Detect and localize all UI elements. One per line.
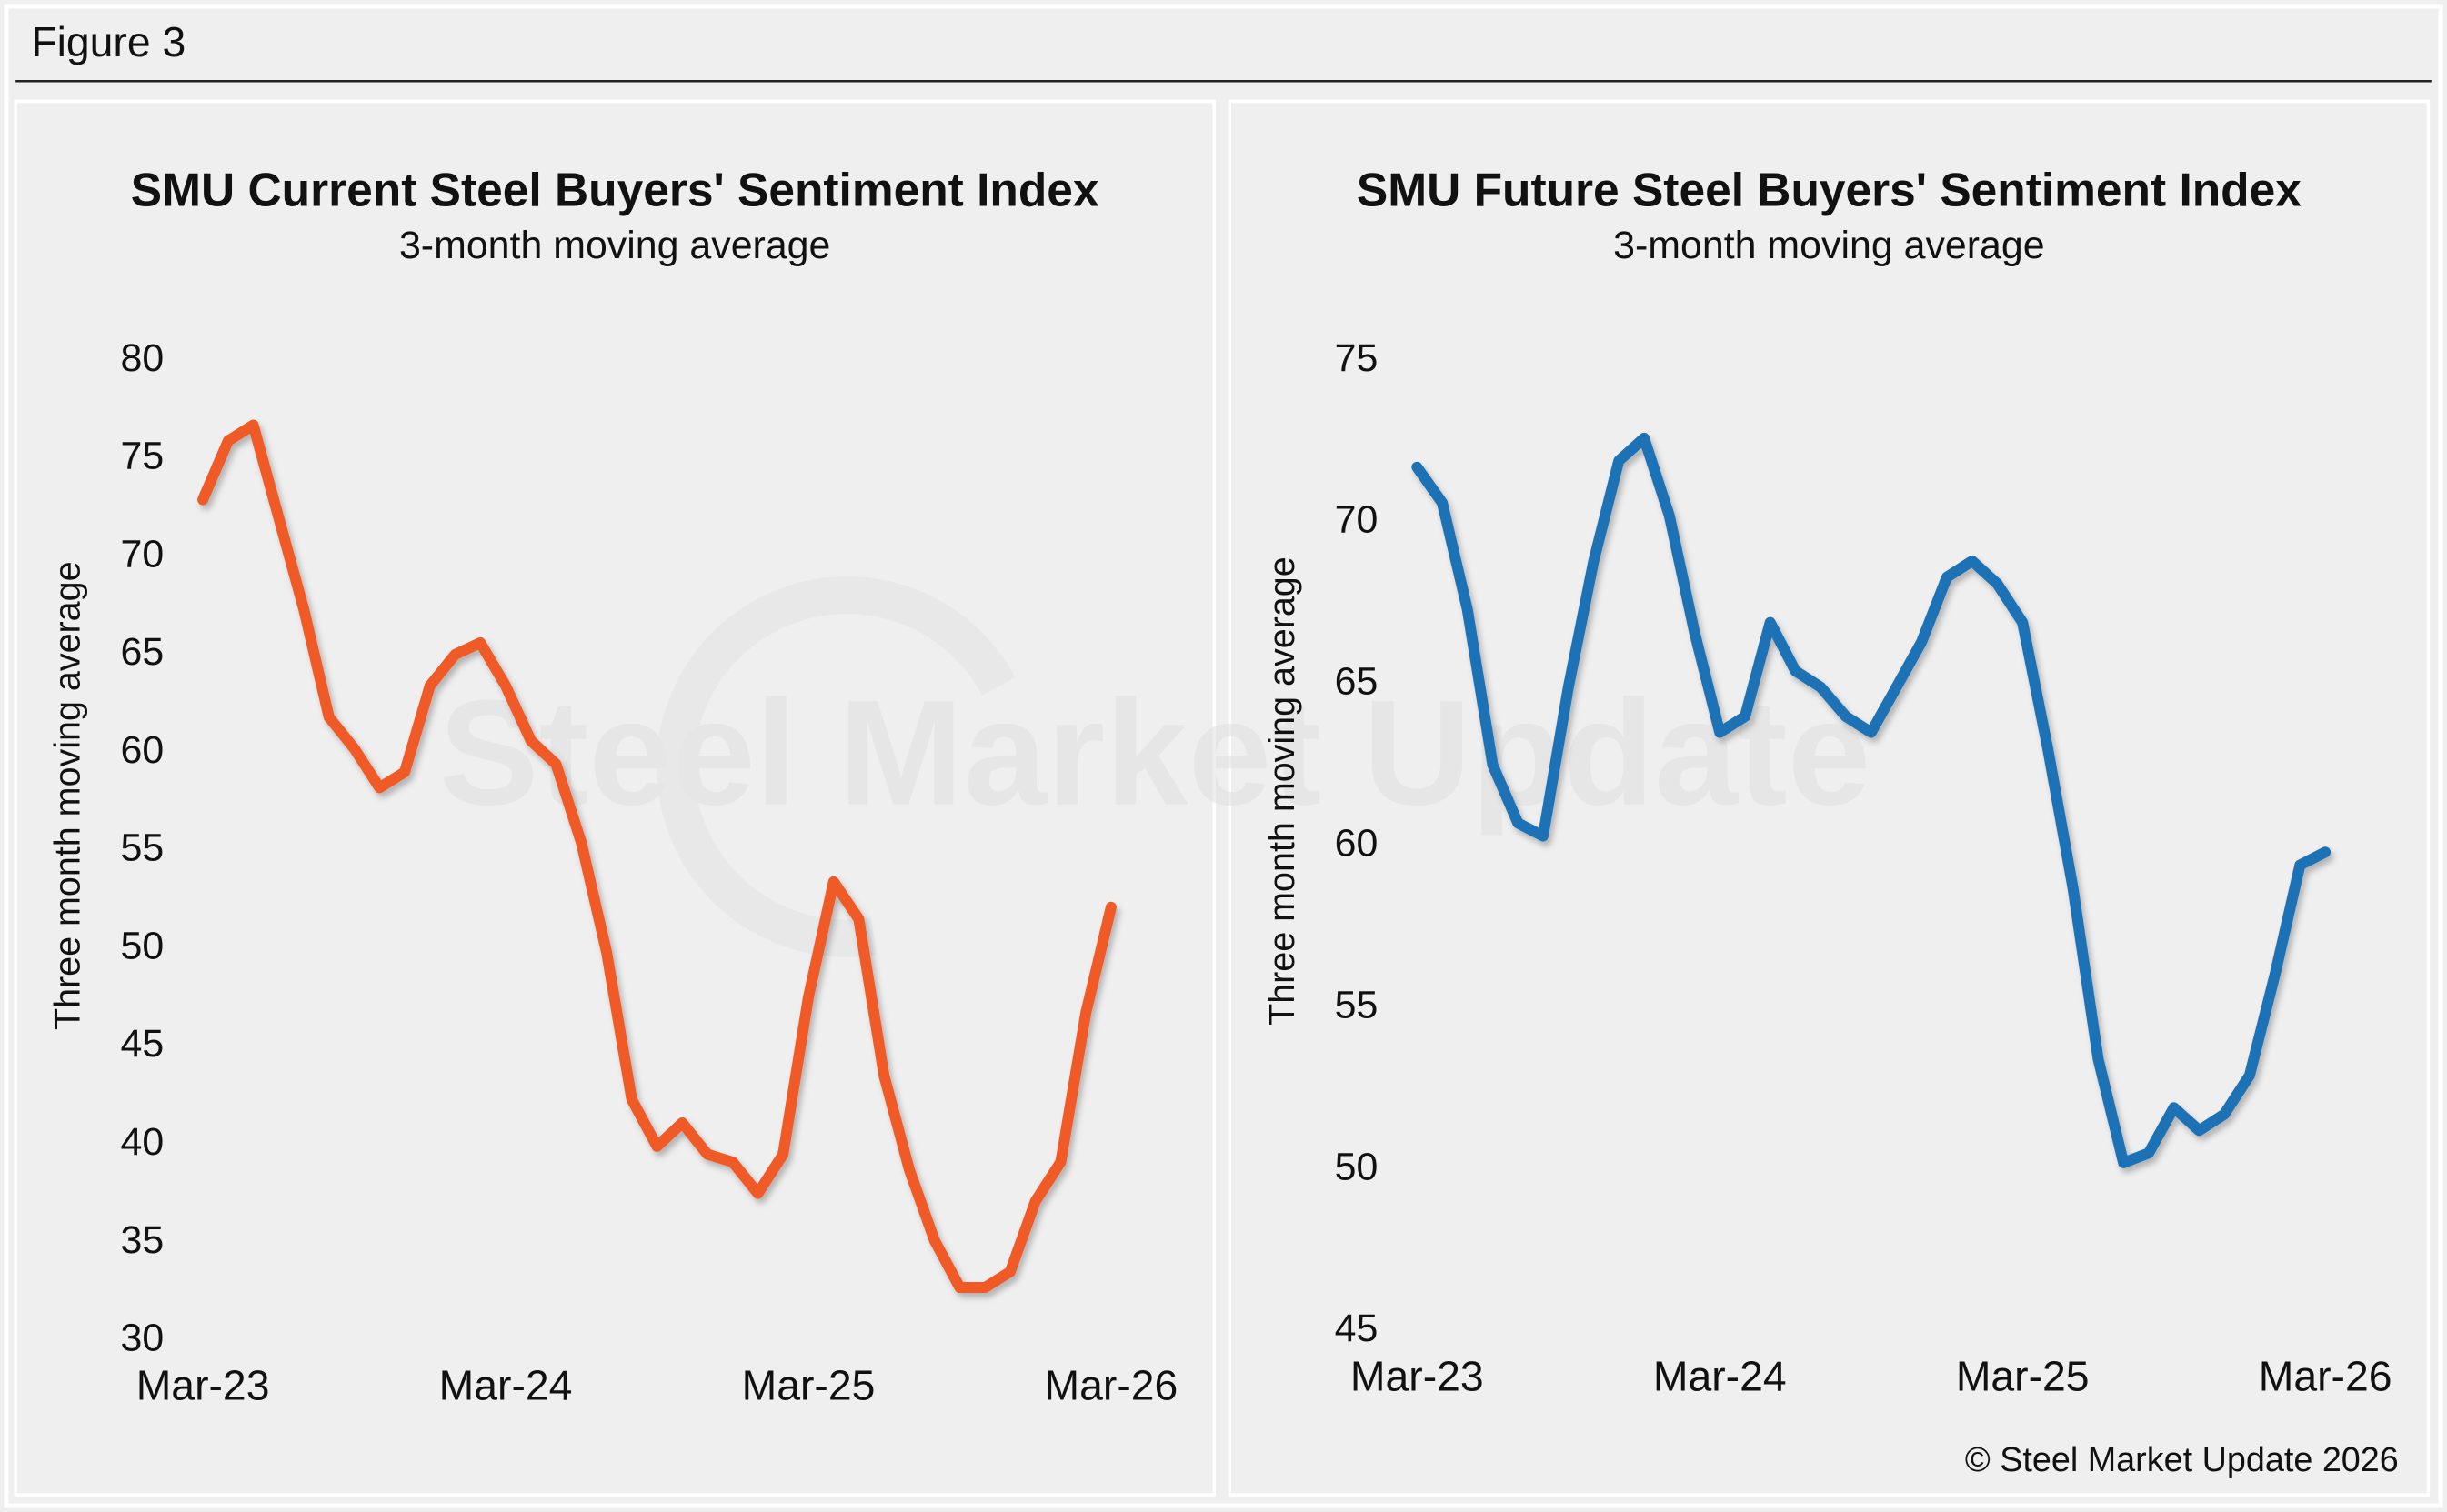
y-tick-label: 40 [120,1120,164,1164]
y-tick-label: 65 [120,630,164,674]
chart-subtitle: 3-month moving average [1613,224,2044,267]
y-tick-label: 35 [120,1218,164,1262]
x-tick-label: Mar-23 [1350,1352,1484,1399]
x-tick-label: Mar-26 [1045,1362,1178,1409]
x-tick-label: Mar-25 [1956,1352,2090,1399]
watermark: Steel Market Update [439,668,1871,836]
watermark-logo: Steel Market Update [439,576,1871,957]
x-tick-label: Mar-26 [2259,1352,2392,1399]
y-tick-label: 60 [120,728,164,772]
figure-label: Figure 3 [31,18,186,65]
x-tick-label: Mar-24 [439,1362,573,1409]
chart-subtitle: 3-month moving average [399,224,830,267]
x-tick-label: Mar-23 [136,1362,270,1409]
y-tick-label: 65 [1335,660,1379,704]
y-tick-label: 45 [120,1022,164,1066]
y-tick-label: 70 [1335,498,1379,542]
y-tick-label: 50 [120,924,164,967]
line-series [1411,432,2332,1168]
y-tick-label: 50 [1335,1145,1379,1188]
x-tick-label: Mar-24 [1653,1352,1787,1399]
y-tick-label: 75 [120,435,164,478]
y-tick-label: 80 [120,336,164,380]
panel [1228,99,2431,1497]
y-tick-label: 60 [1335,822,1379,866]
y-tick-label: 45 [1335,1307,1379,1350]
y-tick-label: 75 [1335,336,1379,380]
y-tick-label: 30 [120,1317,164,1360]
chart-title: SMU Current Steel Buyers' Sentiment Inde… [131,163,1099,215]
y-tick-label: 55 [1335,983,1379,1026]
chart-title: SMU Future Steel Buyers' Sentiment Index [1357,163,2302,215]
y-axis-label: Three month moving average [48,561,88,1030]
watermark-arc [657,576,1016,957]
y-axis-label: Three month moving average [1262,556,1302,1026]
line-series [197,419,1117,1294]
y-tick-label: 55 [120,826,164,870]
copyright: © Steel Market Update 2026 [1965,1440,2399,1478]
y-tick-label: 70 [120,532,164,576]
x-tick-label: Mar-25 [742,1362,876,1409]
